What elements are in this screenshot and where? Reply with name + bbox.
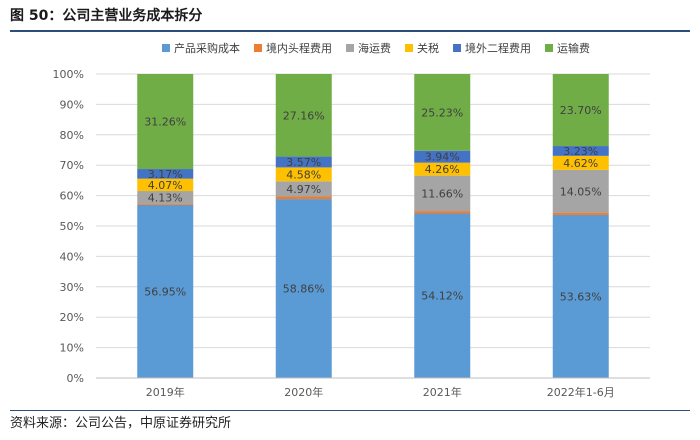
data-label: 4.07% — [148, 179, 183, 192]
legend-swatch — [405, 44, 413, 52]
legend-label: 境外二程费用 — [465, 41, 531, 55]
figure-title: 图 50：公司主营业务成本拆分 — [10, 8, 203, 24]
bar-segment — [137, 74, 194, 170]
y-axis: 0% 10% 20% 30% 40% 50% 60% 70% 80% 90% 100% — [53, 68, 84, 385]
bar-series: 56.95% 4.13%4.07%3.17% 31.26% 58.86% 4.97% 4.… — [137, 74, 609, 378]
bar-segment — [414, 211, 471, 214]
data-label: 27.16% — [283, 109, 325, 122]
bar-segment — [275, 156, 332, 168]
data-label: 3.23% — [563, 145, 598, 158]
data-label: 54.12% — [421, 290, 463, 303]
bar-segment — [552, 74, 609, 147]
bar-segment — [275, 199, 332, 378]
data-label: 4.97% — [286, 183, 321, 196]
data-label: 3.94% — [425, 151, 460, 164]
legend-swatch — [453, 44, 461, 52]
bar-segment — [552, 146, 609, 156]
y-tick-label: 90% — [60, 98, 84, 111]
bar-segment — [137, 191, 194, 204]
bar-segment — [552, 155, 609, 170]
bar-segment — [414, 213, 471, 378]
legend: 产品采购成本 境内头程费用 海运费 关税 境外二程费用 运输费 — [162, 41, 590, 55]
legend-swatch — [545, 44, 553, 52]
bar-segment — [552, 212, 609, 215]
legend-swatch — [162, 44, 170, 52]
legend-label: 产品采购成本 — [174, 41, 240, 55]
y-tick-label: 60% — [60, 190, 84, 203]
y-tick-label: 80% — [60, 129, 84, 142]
legend-label: 关税 — [417, 41, 439, 55]
source-divider — [10, 410, 690, 411]
x-tick-label: 2021年 — [423, 385, 462, 399]
data-label: 58.86% — [283, 283, 325, 296]
data-label: 4.26% — [425, 163, 460, 176]
bar-segment — [414, 74, 471, 151]
bar-segment — [137, 203, 194, 205]
y-tick-label: 30% — [60, 281, 84, 294]
y-tick-label: 40% — [60, 250, 84, 263]
data-label: 31.26% — [144, 116, 186, 129]
y-tick-label: 100% — [53, 68, 84, 81]
data-label: 4.13% — [148, 191, 183, 204]
data-label: 3.57% — [286, 156, 321, 169]
x-axis: 2019年 2020年 2021年 2022年1-6月 — [96, 377, 650, 399]
data-label: 56.95% — [144, 285, 186, 298]
bar-segment — [414, 150, 471, 163]
bar-segment — [137, 178, 194, 192]
data-label: 53.63% — [560, 290, 602, 303]
data-label: 11.66% — [421, 187, 463, 200]
y-tick-label: 0% — [67, 372, 84, 385]
bar-segment — [137, 204, 194, 378]
x-tick-label: 2019年 — [146, 385, 185, 399]
data-label: 4.62% — [563, 157, 598, 170]
x-tick-label: 2020年 — [284, 385, 323, 399]
y-tick-label: 70% — [60, 159, 84, 172]
bar-segment — [275, 181, 332, 197]
legend-swatch — [346, 44, 354, 52]
y-tick-label: 10% — [60, 342, 84, 355]
legend-label: 境内头程费用 — [266, 41, 332, 55]
bar-segment — [137, 169, 194, 179]
data-label: 23.70% — [560, 104, 602, 117]
title-divider — [10, 30, 690, 32]
y-tick-label: 50% — [60, 220, 84, 233]
bar-segment — [414, 162, 471, 176]
bar-segment — [552, 214, 609, 378]
bar-segment — [275, 74, 332, 157]
bar-segment — [275, 167, 332, 182]
y-tick-label: 20% — [60, 311, 84, 324]
x-tick-label: 2022年1-6月 — [547, 385, 615, 399]
bar-segment — [414, 175, 471, 212]
legend-label: 运输费 — [557, 41, 590, 55]
bar-segment — [275, 196, 332, 200]
legend-label: 海运费 — [358, 41, 391, 55]
source-note: 资料来源：公司公告，中原证券研究所 — [10, 416, 232, 431]
data-label: 3.17% — [148, 168, 183, 181]
bar-segment — [552, 169, 609, 213]
legend-swatch — [254, 44, 262, 52]
data-label: 14.05% — [560, 185, 602, 198]
data-label: 4.58% — [286, 168, 321, 181]
data-label: 25.23% — [421, 106, 463, 119]
stacked-bar-chart: 0% 10% 20% 30% 40% 50% 60% 70% 80% 90% 100% 56.95%… — [53, 41, 650, 399]
